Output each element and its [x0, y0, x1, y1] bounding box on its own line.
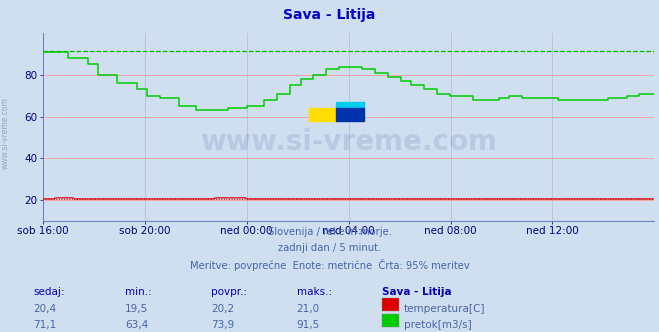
Text: 63,4: 63,4 — [125, 320, 148, 330]
Text: 21,0: 21,0 — [297, 304, 320, 314]
Text: sedaj:: sedaj: — [33, 287, 65, 297]
Bar — [309, 108, 336, 121]
Text: temperatura[C]: temperatura[C] — [404, 304, 486, 314]
Text: povpr.:: povpr.: — [211, 287, 247, 297]
Text: 19,5: 19,5 — [125, 304, 148, 314]
Text: Slovenija / reke in morje.: Slovenija / reke in morje. — [268, 227, 391, 237]
Text: Meritve: povprečne  Enote: metrične  Črta: 95% meritev: Meritve: povprečne Enote: metrične Črta:… — [190, 259, 469, 271]
Text: Sava - Litija: Sava - Litija — [382, 287, 452, 297]
Text: Sava - Litija: Sava - Litija — [283, 8, 376, 22]
Text: 20,2: 20,2 — [211, 304, 234, 314]
Text: maks.:: maks.: — [297, 287, 331, 297]
Text: 20,4: 20,4 — [33, 304, 56, 314]
Text: 91,5: 91,5 — [297, 320, 320, 330]
Text: www.si-vreme.com: www.si-vreme.com — [200, 128, 497, 156]
Text: 73,9: 73,9 — [211, 320, 234, 330]
Bar — [336, 108, 364, 121]
Text: 71,1: 71,1 — [33, 320, 56, 330]
Text: www.si-vreme.com: www.si-vreme.com — [1, 97, 10, 169]
Text: zadnji dan / 5 minut.: zadnji dan / 5 minut. — [278, 243, 381, 253]
Text: min.:: min.: — [125, 287, 152, 297]
Bar — [336, 102, 364, 108]
Text: pretok[m3/s]: pretok[m3/s] — [404, 320, 472, 330]
